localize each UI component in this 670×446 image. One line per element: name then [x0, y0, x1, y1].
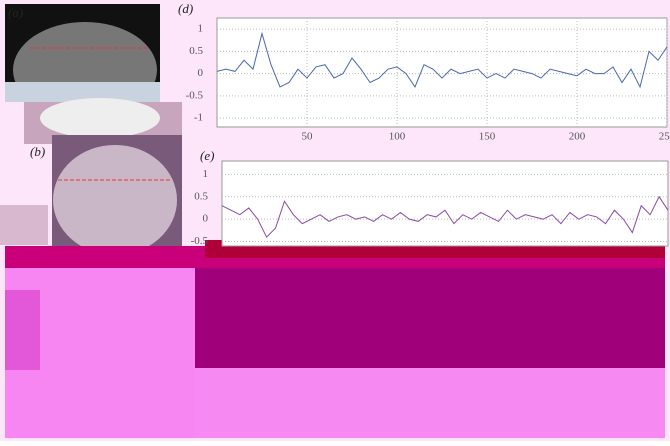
plot-area — [217, 18, 667, 127]
panel-label: (a) — [8, 5, 23, 20]
glitch-block — [195, 368, 665, 438]
y-tick-label: -0.5 — [186, 89, 204, 101]
y-tick-label: 0 — [203, 213, 209, 225]
y-tick-label: 0.5 — [189, 45, 203, 57]
figure: (a) (b) (d) 1 0.5 0 -0.5 -1 50 100 150 200 250 (e) 1… — [0, 0, 670, 441]
x-tick-label: 100 — [389, 131, 406, 143]
glitch-block — [5, 268, 195, 438]
x-tick-label: 200 — [569, 131, 586, 143]
x-tick-label: 150 — [479, 131, 496, 143]
panel-label: (e) — [200, 148, 214, 163]
panel-label: (b) — [30, 144, 45, 159]
glitch-block — [195, 268, 665, 368]
panel-label: (d) — [178, 1, 193, 16]
y-tick-label: -1 — [194, 112, 203, 124]
x-tick-label: 50 — [302, 131, 314, 143]
y-tick-label: 1 — [198, 23, 204, 35]
brain-slice — [40, 98, 160, 138]
x-tick-label: 250 — [659, 131, 670, 143]
y-tick-label: 0 — [198, 67, 204, 79]
y-tick-label: 1 — [203, 168, 209, 180]
plot-area — [222, 161, 668, 246]
image-fragment — [0, 205, 48, 245]
y-tick-label: -0.5 — [191, 235, 209, 247]
y-tick-label: 0.5 — [194, 190, 208, 202]
brain-slice — [53, 145, 177, 255]
